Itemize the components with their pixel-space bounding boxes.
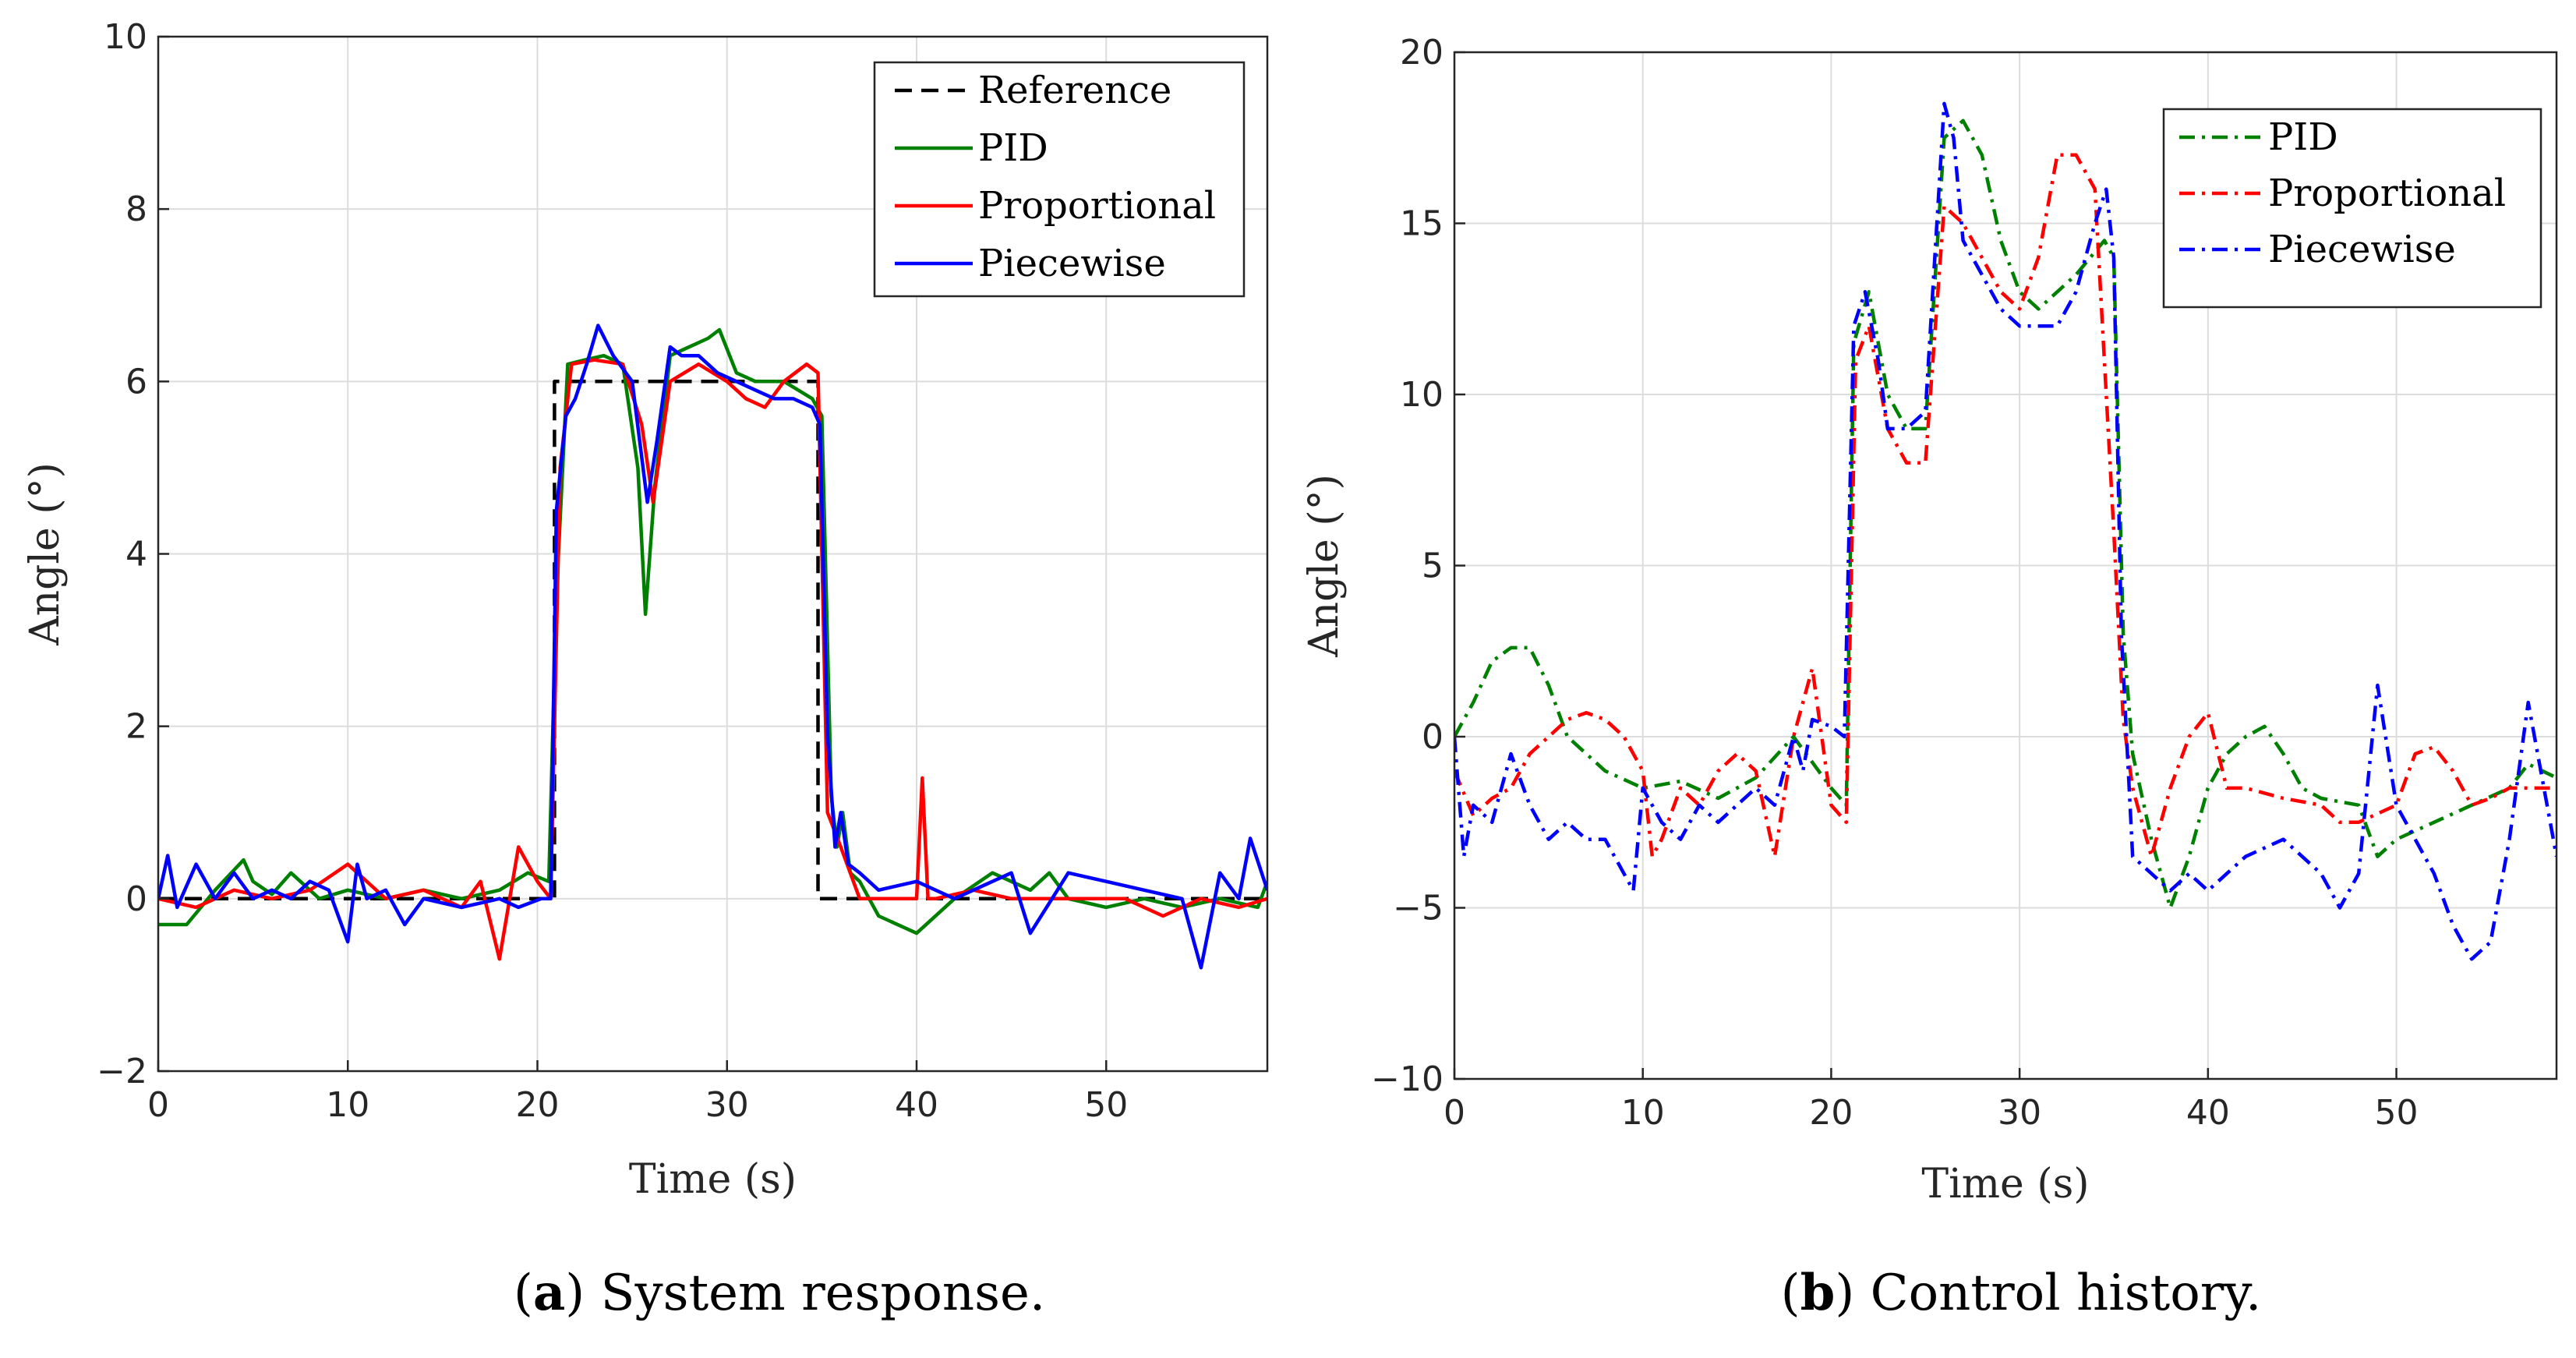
series-line-piecewise — [1454, 101, 2557, 961]
y-tick-label: 6 — [125, 362, 147, 401]
x-tick-label: 40 — [895, 1085, 938, 1125]
x-tick-label: 30 — [1998, 1093, 2041, 1133]
y-tick-label: 10 — [1400, 375, 1443, 415]
x-tick-label: 40 — [2186, 1093, 2230, 1133]
legend: Reference PID Proportional Piecewise — [873, 61, 1246, 298]
caption-paren-open: ( — [514, 1264, 533, 1322]
legend-label-pid: PID — [978, 126, 1048, 170]
y-tick-label: 15 — [1400, 204, 1443, 244]
legend-label-proportional: Proportional — [978, 184, 1216, 228]
series-line-pid — [1454, 118, 2557, 910]
y-tick-label: 2 — [125, 707, 147, 747]
x-tick-label: 20 — [515, 1085, 559, 1125]
x-axis-label: Time (s) — [629, 1156, 797, 1203]
legend-box — [2162, 108, 2542, 309]
y-tick-label: 0 — [1422, 717, 1443, 757]
caption-text: Control history. — [1854, 1264, 2261, 1322]
series-line-piecewise — [158, 324, 1267, 970]
x-tick-label: 0 — [1443, 1093, 1465, 1133]
caption-text: System response. — [585, 1264, 1045, 1322]
x-tick-label: 50 — [1084, 1085, 1128, 1125]
y-tick-label: −10 — [1371, 1059, 1443, 1099]
series-line-proportional — [158, 358, 1267, 961]
panel-b-control-history: 0 10 20 30 40 50 −10 −5 0 5 10 15 20 Time (s) Angle (°… — [1301, 33, 2558, 1322]
panel-caption: (a) System response. — [514, 1264, 1045, 1322]
legend: PID Proportional Piecewise — [2162, 108, 2542, 309]
x-tick-label: 10 — [326, 1085, 369, 1125]
caption-paren-open: ( — [1781, 1264, 1800, 1322]
caption-paren-close: ) — [1835, 1264, 1854, 1322]
legend-label-piecewise: Piecewise — [978, 242, 1166, 285]
y-axis-label: Angle (°) — [22, 462, 69, 646]
caption-letter: a — [533, 1264, 565, 1322]
y-tick-label: 8 — [125, 189, 147, 229]
y-tick-label: −2 — [97, 1052, 147, 1091]
series-line-proportional — [1454, 153, 2557, 858]
legend-label-pid: PID — [2268, 115, 2338, 159]
y-tick-label: 0 — [125, 879, 147, 919]
x-tick-label: 10 — [1621, 1093, 1665, 1133]
caption-letter: b — [1800, 1264, 1836, 1322]
y-tick-label: 4 — [125, 535, 147, 575]
legend-label-piecewise: Piecewise — [2268, 228, 2456, 271]
y-tick-label: 10 — [104, 17, 147, 57]
legend-label-reference: Reference — [978, 69, 1171, 112]
y-axis-label: Angle (°) — [1301, 474, 1348, 658]
legend-box — [873, 61, 1246, 298]
x-tick-label: 30 — [705, 1085, 749, 1125]
y-tick-label: 20 — [1400, 33, 1443, 72]
caption-paren-close: ) — [565, 1264, 585, 1322]
y-tick-label: −5 — [1393, 889, 1443, 928]
legend-label-proportional: Proportional — [2268, 172, 2506, 215]
y-tick-label: 5 — [1422, 546, 1443, 586]
x-tick-label: 20 — [1809, 1093, 1853, 1133]
series-line-reference — [158, 380, 1267, 901]
panel-caption: (b) Control history. — [1781, 1264, 2262, 1322]
x-tick-label: 0 — [147, 1085, 169, 1125]
x-axis-label: Time (s) — [1921, 1161, 2089, 1208]
x-tick-label: 50 — [2375, 1093, 2419, 1133]
